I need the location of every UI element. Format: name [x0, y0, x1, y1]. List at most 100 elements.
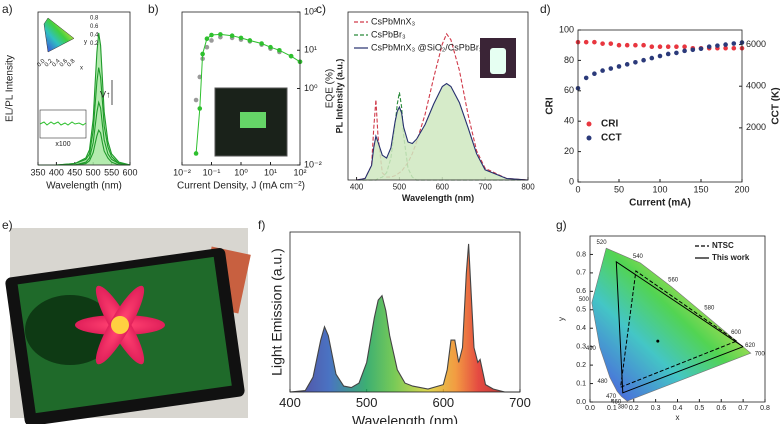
- y-axis-label: Light Emission (a.u.): [269, 248, 285, 376]
- series-line: [38, 100, 131, 166]
- x-tick-label: 0.6: [716, 405, 726, 412]
- data-point: [600, 68, 605, 73]
- data-point: [641, 42, 646, 48]
- chart-panel: f) 400 500 600 700 Wavelength (nm) Light Emiss…: [258, 218, 531, 424]
- data-point: [277, 47, 282, 53]
- data-point: [600, 41, 605, 46]
- y-tick-label: 10⁻²: [304, 159, 322, 169]
- data-point: [706, 44, 712, 49]
- x-tick-label: 10²: [293, 167, 306, 177]
- locus-label: 500: [579, 297, 590, 303]
- x-tick-label: 400: [350, 182, 364, 191]
- x-tick-label: 10⁻¹: [203, 167, 221, 177]
- y-tick-label: 80: [564, 55, 574, 65]
- locus-label: 560: [668, 278, 679, 284]
- data-point: [268, 44, 273, 50]
- x-tick-label: 450: [67, 167, 82, 177]
- y-tick-label: 60: [564, 85, 574, 95]
- plot-frame: [589, 235, 766, 403]
- plot-frame: [37, 11, 131, 166]
- x-tick-label: 600: [122, 167, 137, 177]
- legend-label: CCT: [601, 133, 622, 144]
- x-tick-label: 400: [49, 167, 64, 177]
- y-axis-label: EQE (%): [325, 69, 336, 108]
- series-line: [38, 67, 131, 166]
- x-axis-label: Wavelength (nm): [402, 193, 474, 203]
- data-point: [229, 33, 235, 39]
- y-tick-label: 0.1: [576, 380, 586, 387]
- data-point: [616, 64, 622, 69]
- x-tick-label: 500: [356, 395, 378, 410]
- chart-panel: b)10⁻² 10⁻¹ 10⁰ 10¹ 10²10⁻²10⁰10¹10²Current …: [148, 2, 336, 191]
- locus-label: 540: [633, 254, 644, 260]
- data-point: [649, 44, 655, 50]
- locus-label: 600: [731, 330, 742, 336]
- y-tick-label: 0.7: [576, 270, 586, 277]
- x-axis-label: Current Density, J (mA cm⁻²): [177, 180, 305, 191]
- inset-zoom-trace: [39, 121, 87, 126]
- x-tick-label: 500: [86, 167, 101, 177]
- plot-frame: [181, 11, 301, 166]
- data-point: [633, 42, 638, 48]
- x-tick-label: 600: [436, 182, 450, 191]
- plot-frame: [347, 11, 529, 181]
- x-tick-label: 600: [432, 395, 454, 410]
- plot-frame: [289, 231, 521, 393]
- inset-x-tick-label: 0.0: [36, 58, 47, 69]
- inset-x-tick-label: 0.6: [59, 58, 70, 69]
- inset-photo-vial: [490, 48, 506, 74]
- x-tick-label: 0: [575, 184, 580, 194]
- x-tick-label: 400: [279, 395, 301, 410]
- data-point: [715, 43, 720, 48]
- series-line: [38, 128, 130, 166]
- y-tick-label: 0.6: [576, 288, 586, 295]
- inset-x-tick-label: 0.2: [44, 58, 55, 69]
- data-point: [288, 53, 294, 59]
- data-point: [624, 62, 630, 67]
- y-tick-label: 0.4: [576, 325, 586, 332]
- locus-label: 460: [611, 400, 622, 406]
- x-tick-label: 550: [104, 167, 119, 177]
- locus-label: 490: [586, 346, 597, 352]
- data-point: [608, 66, 614, 71]
- legend-label: NTSC: [712, 241, 734, 250]
- data-point: [723, 45, 728, 51]
- data-point: [193, 151, 199, 156]
- y2-tick-label: 6000: [746, 39, 766, 49]
- data-point: [238, 35, 244, 41]
- photo: [5, 228, 251, 424]
- x-tick-label: 0.5: [695, 405, 705, 412]
- annotation: V↑: [100, 89, 111, 99]
- inset-y-tick-label: 0.6: [90, 24, 99, 30]
- data-point: [592, 39, 597, 45]
- x-tick-label: 100: [652, 184, 667, 194]
- series-line: [289, 243, 520, 393]
- inset-x-label: x: [80, 66, 83, 72]
- inset-x-tick-label: 0.4: [51, 58, 62, 69]
- y-tick-label: 0.3: [576, 344, 586, 351]
- data-point: [682, 44, 687, 50]
- inset-photo-glow: [240, 112, 266, 128]
- series-area: [38, 32, 130, 166]
- series-line: [38, 32, 131, 166]
- y-axis-label: CRI: [545, 97, 556, 114]
- y-tick-label: 10¹: [304, 45, 317, 55]
- series-line: [615, 260, 744, 394]
- x-tick-label: 0.3: [651, 405, 661, 412]
- series-line: [619, 270, 737, 388]
- inset-x-tick-label: 0.8: [66, 58, 77, 69]
- data-point: [592, 71, 597, 77]
- legend-marker: [586, 135, 592, 141]
- locus-label: 380: [618, 405, 629, 411]
- legend-label: CRI: [601, 119, 618, 130]
- x-tick-label: 0.0: [585, 405, 595, 412]
- data-point: [682, 48, 687, 54]
- x-axis-label: Wavelength (nm): [352, 413, 458, 424]
- data-point: [204, 36, 210, 42]
- x-tick-label: 0.4: [673, 405, 683, 412]
- x-tick-label: 500: [393, 182, 407, 191]
- chart-panel: c) 400 500 600 700 800 Wavelength (nm) PL Inten…: [316, 2, 535, 203]
